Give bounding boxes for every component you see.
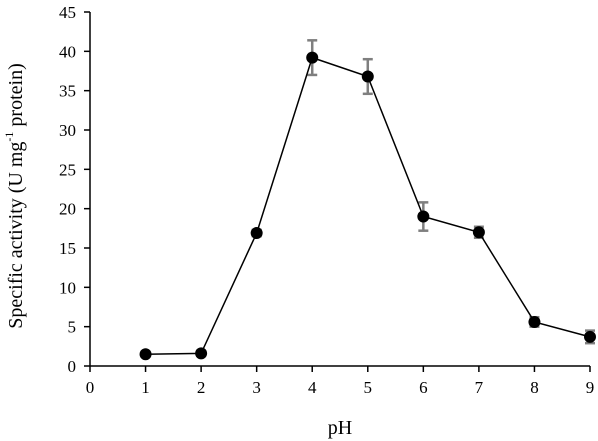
data-markers — [139, 51, 596, 361]
data-point — [306, 51, 319, 64]
y-axis-title: Specific activity (U mg-1 protein) — [2, 63, 27, 328]
y-axis-ticks: 0 5 10 15 20 25 30 35 40 45 — [59, 3, 90, 376]
data-point — [417, 210, 430, 223]
y-tick-label: 0 — [68, 357, 77, 376]
y-tick-label: 20 — [59, 200, 76, 219]
y-tick-label: 15 — [59, 239, 76, 258]
x-axis-ticks: 0 1 2 3 4 5 6 7 8 9 — [86, 366, 595, 397]
y-tick-label: 45 — [59, 3, 76, 22]
y-tick-label: 35 — [59, 82, 76, 101]
x-tick-label: 2 — [197, 378, 206, 397]
y-tick-label: 5 — [68, 318, 77, 337]
data-point — [195, 347, 208, 360]
y-tick-label: 10 — [59, 278, 76, 297]
x-tick-label: 6 — [419, 378, 428, 397]
x-tick-label: 1 — [141, 378, 150, 397]
x-axis-title: pH — [328, 417, 352, 439]
x-tick-label: 8 — [530, 378, 539, 397]
y-axis-title-superscript: -1 — [2, 132, 16, 142]
data-point — [584, 330, 596, 343]
data-point — [528, 315, 541, 328]
series-line — [145, 56, 591, 355]
x-tick-label: 4 — [308, 378, 317, 397]
series-line-layer — [145, 56, 591, 355]
data-point — [250, 227, 263, 240]
x-tick-label: 9 — [586, 378, 595, 397]
data-point — [361, 70, 374, 83]
x-tick-label: 3 — [252, 378, 261, 397]
axes — [89, 12, 590, 367]
y-tick-label: 25 — [59, 160, 76, 179]
y-tick-label: 40 — [59, 42, 76, 61]
y-axis-title-prefix: Specific activity (U mg — [5, 142, 27, 329]
y-tick-label: 30 — [59, 121, 76, 140]
x-tick-label: 7 — [475, 378, 484, 397]
y-axis-title-suffix: protein) — [5, 63, 27, 131]
data-point — [139, 348, 152, 361]
x-tick-label: 5 — [364, 378, 373, 397]
x-tick-label: 0 — [86, 378, 95, 397]
data-point — [472, 226, 485, 239]
